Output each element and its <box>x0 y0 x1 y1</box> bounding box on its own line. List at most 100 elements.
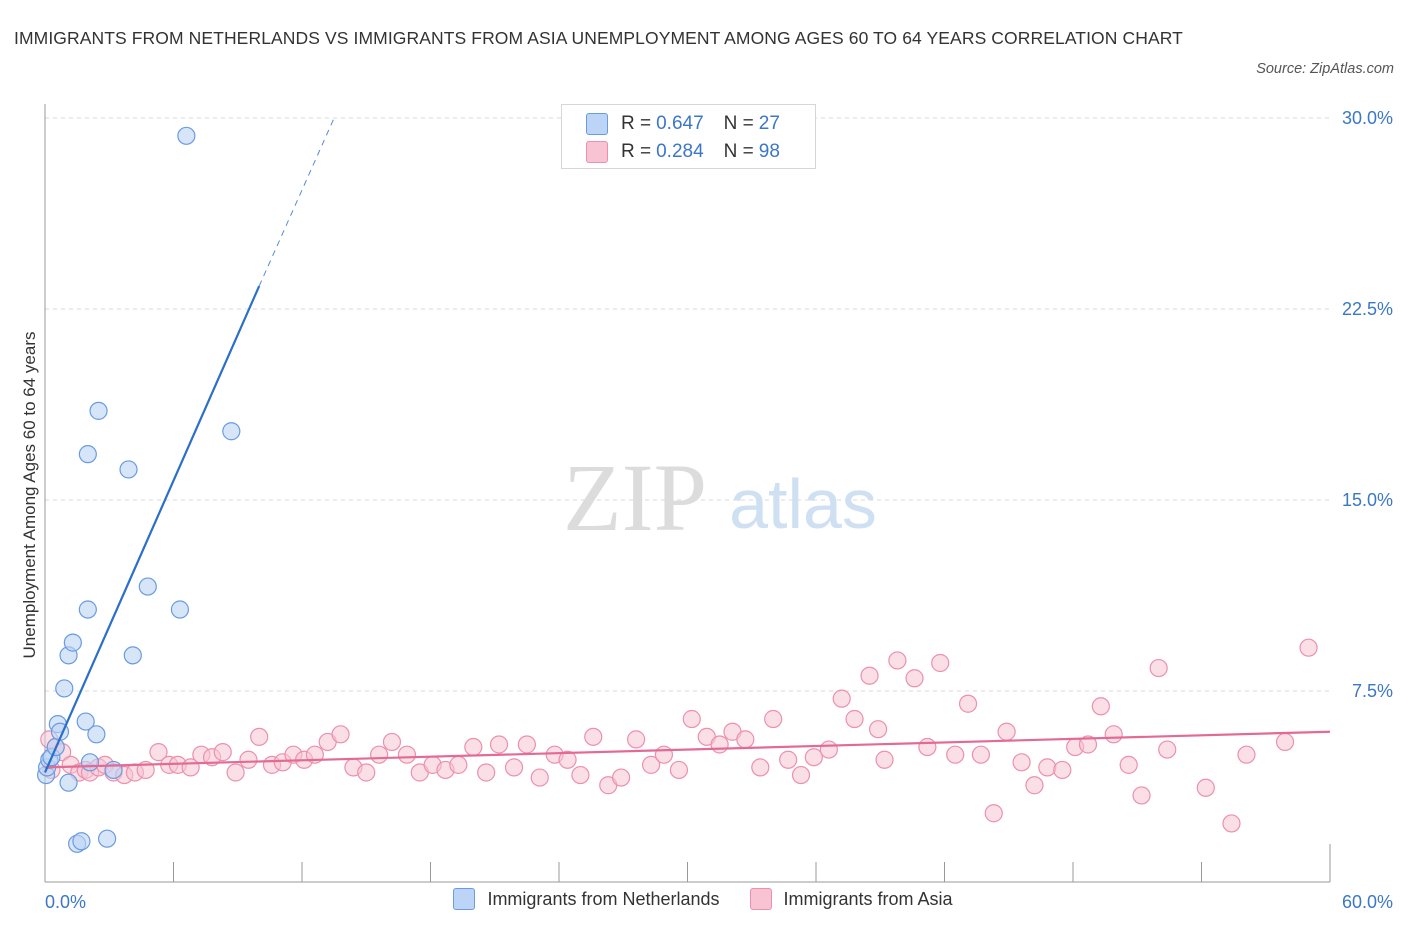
netherlands-point <box>98 829 117 848</box>
asia-point <box>654 745 674 764</box>
netherlands-point <box>87 725 106 744</box>
asia-point <box>736 730 755 749</box>
asia-point <box>905 669 924 688</box>
netherlands-point <box>59 773 78 792</box>
asia-point <box>149 743 168 762</box>
netherlands-swatch <box>453 888 476 910</box>
asia-point <box>1299 638 1318 657</box>
asia-point <box>845 709 864 729</box>
asia-point <box>710 735 729 754</box>
netherlands-trend-extension <box>258 117 335 287</box>
y-tick-label: 22.5% <box>1342 299 1393 319</box>
asia-point <box>751 758 770 777</box>
r-label: R = <box>621 141 652 162</box>
asia-point <box>517 735 536 754</box>
asia-point <box>1053 760 1072 780</box>
asia-swatch <box>749 888 772 910</box>
netherlands-series <box>36 126 241 853</box>
asia-point <box>504 758 524 777</box>
netherlands-trend-line <box>43 285 261 773</box>
legend-item-asia[interactable]: Immigrants from Asia <box>749 888 953 910</box>
asia-point <box>449 755 468 774</box>
netherlands-point <box>76 712 95 731</box>
asia-point <box>1091 697 1110 716</box>
asia-trend-line <box>44 730 1331 769</box>
asia-point <box>669 760 689 780</box>
asia-point <box>997 722 1016 741</box>
netherlands-point <box>104 760 123 780</box>
asia-point <box>804 748 823 767</box>
asia-point <box>819 740 838 759</box>
asia-point <box>641 755 661 774</box>
asia-point <box>764 709 783 729</box>
asia-point <box>1025 776 1044 795</box>
netherlands-point <box>119 460 138 479</box>
r-value: 0.647 <box>656 113 704 134</box>
asia-point <box>1275 732 1295 752</box>
netherlands-point <box>138 577 157 596</box>
asia-point <box>1158 740 1177 759</box>
asia-point <box>382 732 402 752</box>
asia-point <box>1149 658 1168 678</box>
asia-swatch <box>586 141 608 163</box>
asia-point <box>869 720 888 739</box>
asia-point <box>1012 753 1031 772</box>
gridlines <box>45 117 1330 692</box>
asia-point <box>612 768 631 787</box>
asia-point <box>571 765 590 785</box>
asia-point <box>888 651 907 670</box>
asia-point <box>464 737 483 757</box>
asia-point <box>832 689 851 708</box>
asia-point <box>958 694 978 713</box>
y-axis-label: Unemployment Among Ages 60 to 64 years <box>20 332 39 659</box>
asia-point <box>489 735 509 754</box>
asia-point <box>779 750 798 769</box>
legend-row-netherlands: R = 0.647 N = 27 <box>586 110 780 138</box>
asia-point <box>1196 778 1215 797</box>
netherlands-point <box>123 646 142 665</box>
x-tick-label: 60.0% <box>1342 892 1393 912</box>
asia-point <box>1119 755 1138 774</box>
asia-series <box>40 638 1318 833</box>
netherlands-point <box>222 422 241 441</box>
legend-row-asia: R = 0.284 N = 98 <box>586 138 780 166</box>
asia-point <box>946 745 965 764</box>
chart-title: IMMIGRANTS FROM NETHERLANDS VS IMMIGRANT… <box>14 28 1183 48</box>
asia-point <box>1237 745 1256 764</box>
netherlands-point <box>78 600 97 619</box>
asia-point <box>477 763 496 782</box>
asia-point <box>1222 814 1241 833</box>
asia-point <box>626 730 646 749</box>
asia-point <box>250 727 269 746</box>
asia-point <box>931 653 950 673</box>
legend-item-netherlands[interactable]: Immigrants from Netherlands <box>453 888 720 910</box>
asia-point <box>1038 758 1057 777</box>
netherlands-point <box>72 832 91 851</box>
asia-point <box>875 750 894 769</box>
asia-point <box>331 725 350 744</box>
asia-point <box>397 745 417 764</box>
y-tick-label: 30.0% <box>1342 108 1393 128</box>
asia-point <box>584 727 603 746</box>
r-value: 0.284 <box>656 141 704 162</box>
asia-point <box>860 666 879 685</box>
series-legend: Immigrants from Netherlands Immigrants f… <box>0 888 1406 910</box>
asia-point <box>370 745 389 764</box>
r-label: R = <box>621 113 652 134</box>
x-tick-label: 0.0% <box>45 892 86 912</box>
source-label: Source: ZipAtlas.com <box>1256 61 1394 77</box>
n-label: N = <box>723 113 754 134</box>
asia-point <box>1078 735 1098 754</box>
asia-point <box>1104 725 1123 744</box>
netherlands-point <box>78 445 97 464</box>
watermark-atlas: atlas <box>729 465 877 543</box>
asia-point <box>682 709 701 729</box>
y-tick-label: 15.0% <box>1342 490 1393 510</box>
y-tick-label: 7.5% <box>1352 681 1393 701</box>
trend-lines <box>43 117 1331 773</box>
asia-point <box>791 765 811 785</box>
n-value: 27 <box>758 113 780 134</box>
n-value: 98 <box>758 141 780 162</box>
asia-point <box>558 750 577 769</box>
asia-point <box>971 745 991 764</box>
